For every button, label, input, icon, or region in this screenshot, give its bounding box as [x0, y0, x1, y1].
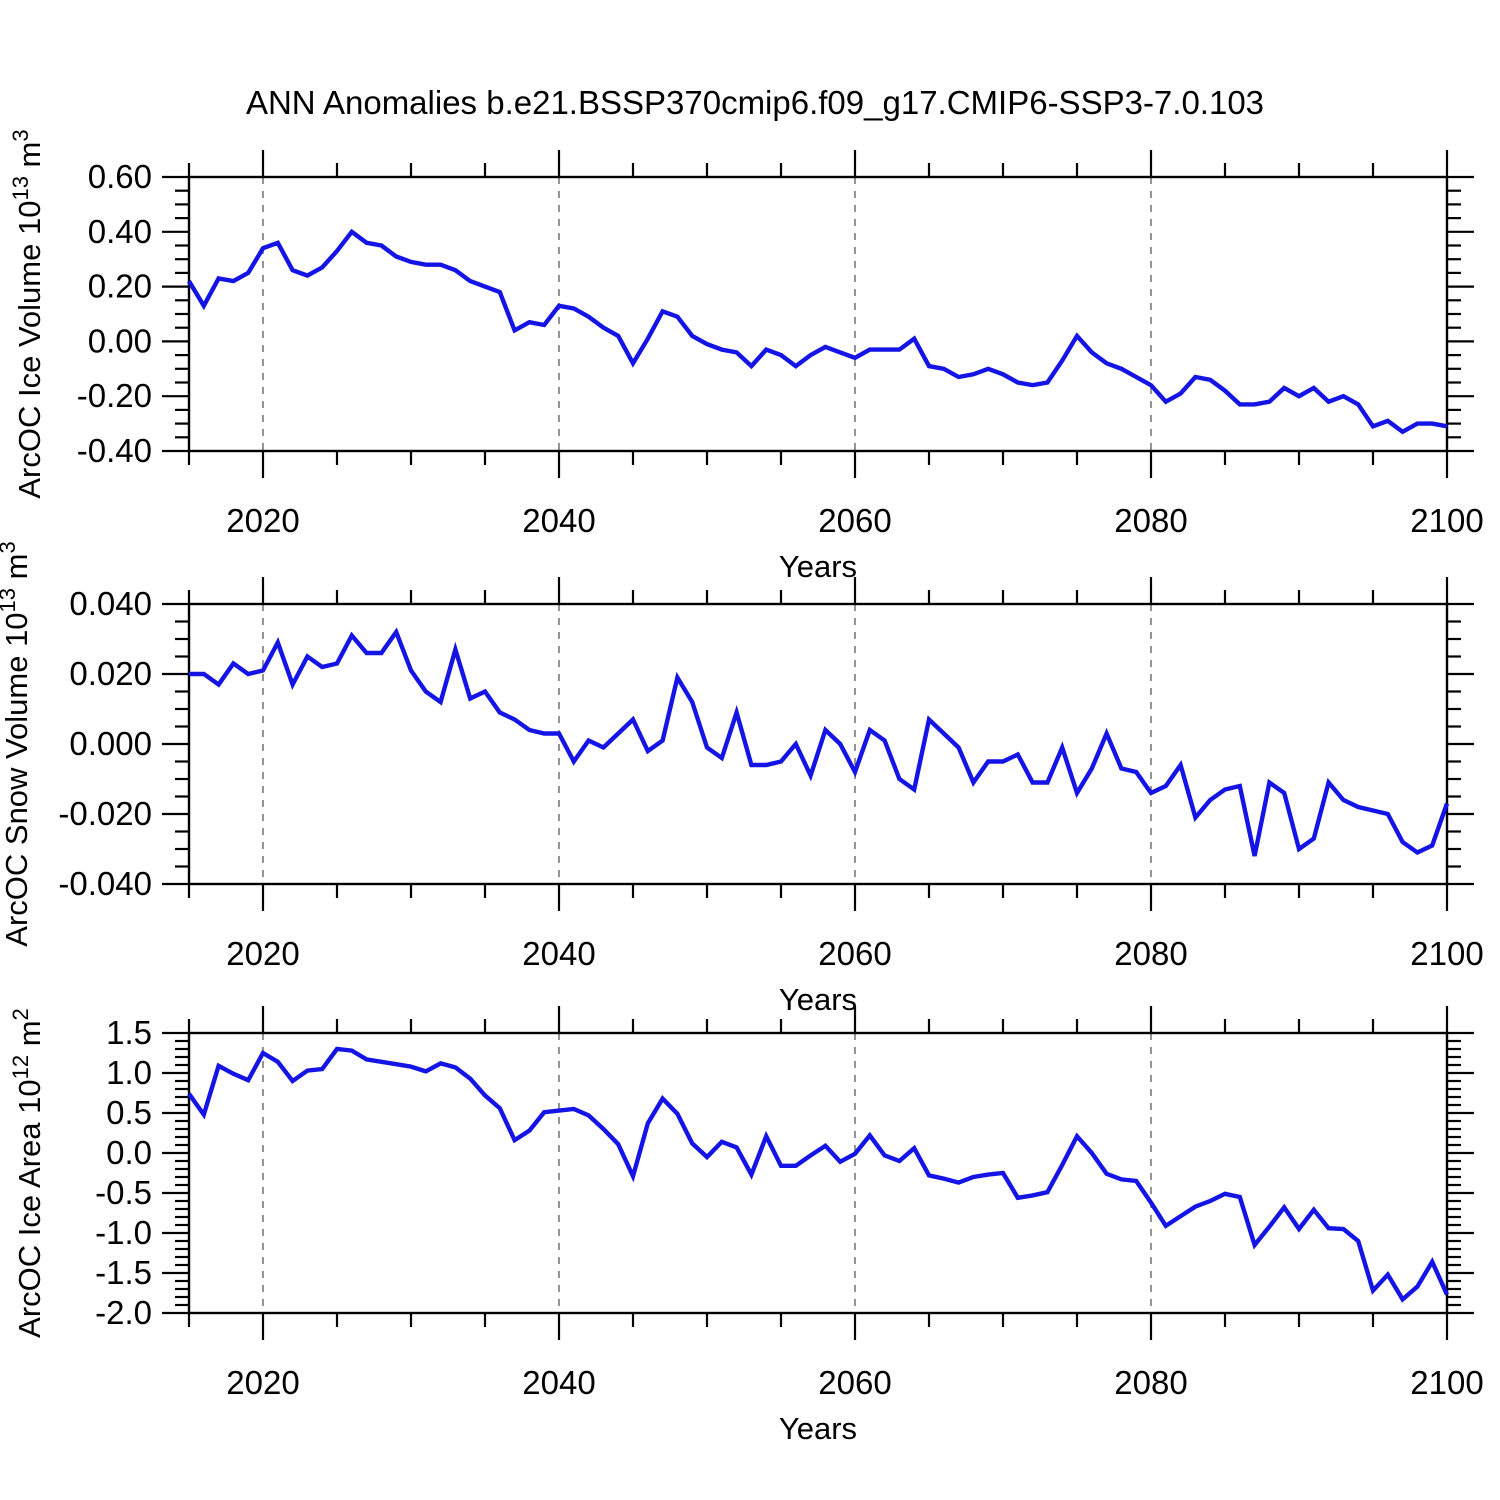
ice-area-line	[187, 1046, 1450, 1303]
y-tick-label: -0.040	[58, 865, 152, 902]
y-tick-label: -0.20	[77, 377, 152, 414]
x-tick-label: 2100	[1410, 1364, 1483, 1401]
x-tick-label: 2100	[1410, 502, 1483, 539]
x-tick-label: 2080	[1114, 935, 1187, 972]
x-tick-label: 2020	[226, 502, 299, 539]
plot-border	[187, 602, 1449, 886]
panel-ice-volume: 0.60 0.40 0.20 0.00 -0.20 -0.40 2020 2040 2060 20…	[8, 129, 1484, 584]
x-tick-label: 2020	[226, 1364, 299, 1401]
y-tick-label: -2.0	[95, 1294, 152, 1331]
x-axis-title: Years	[779, 982, 857, 1017]
x-tick-label: 2040	[522, 502, 595, 539]
y-tick-label: 0.0	[106, 1134, 152, 1171]
y-tick-label: 1.0	[106, 1054, 152, 1091]
y-tick-label: 0.00	[88, 322, 152, 359]
y-tick-label: -0.020	[58, 795, 152, 832]
x-tick-label: 2040	[522, 935, 595, 972]
y-axis-title: ArcOC Ice Area 1012 m2	[8, 1008, 47, 1338]
x-tick-label: 2040	[522, 1364, 595, 1401]
y-tick-label: 0.20	[88, 268, 152, 305]
x-tick-label: 2060	[818, 502, 891, 539]
chart-title: ANN Anomalies b.e21.BSSP370cmip6.f09_g17…	[245, 84, 1265, 121]
x-tick-label: 2080	[1114, 502, 1187, 539]
y-tick-label: -0.40	[77, 432, 152, 469]
plot-border	[187, 175, 1449, 453]
y-tick-label: 0.60	[88, 158, 152, 195]
y-tick-label: -1.0	[95, 1214, 152, 1251]
y-tick-label: 0.40	[88, 213, 152, 250]
x-tick-label: 2020	[226, 935, 299, 972]
x-tick-label: 2060	[818, 935, 891, 972]
x-axis-title: Years	[779, 549, 857, 584]
y-tick-label: 1.5	[106, 1014, 152, 1051]
y-tick-label: -1.5	[95, 1254, 152, 1291]
y-axis-title: ArcOC Snow Volume 1013 m3	[0, 541, 34, 946]
plot-border	[187, 1031, 1449, 1315]
y-tick-label: 0.5	[106, 1094, 152, 1131]
x-tick-label: 2080	[1114, 1364, 1187, 1401]
x-axis-title: Years	[779, 1411, 857, 1446]
y-tick-label: 0.040	[69, 585, 152, 622]
y-tick-label: 0.000	[69, 725, 152, 762]
ice-volume-line	[187, 228, 1448, 435]
y-tick-label: -0.5	[95, 1174, 152, 1211]
y-axis-title: ArcOC Ice Volume 1013 m3	[8, 129, 47, 498]
snow-volume-line	[189, 627, 1450, 857]
y-tick-label: 0.020	[69, 655, 152, 692]
x-tick-label: 2100	[1410, 935, 1483, 972]
panel-ice-area: 1.51.00.50.0-0.5-1.0-1.5-2.0 2020 2040 2060…	[8, 1006, 1484, 1446]
x-tick-label: 2060	[818, 1364, 891, 1401]
panel-snow-volume: 0.040 0.020 0.000 -0.020 -0.040 2020 2040 2060 2…	[0, 541, 1484, 1017]
